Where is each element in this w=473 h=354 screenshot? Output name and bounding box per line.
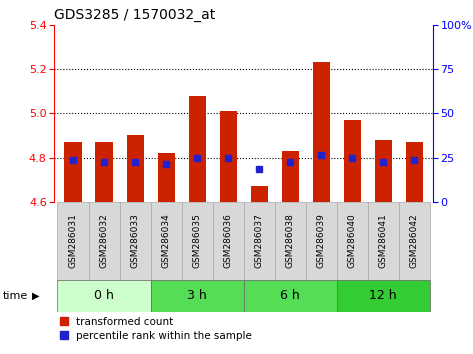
Legend: transformed count, percentile rank within the sample: transformed count, percentile rank withi… <box>60 317 252 341</box>
Text: 0 h: 0 h <box>94 289 114 302</box>
Bar <box>212 202 244 280</box>
Bar <box>275 202 306 280</box>
Text: 12 h: 12 h <box>369 289 397 302</box>
Bar <box>244 202 275 280</box>
Bar <box>88 202 120 280</box>
Text: ▶: ▶ <box>32 291 40 301</box>
Bar <box>120 202 150 280</box>
Bar <box>58 202 88 280</box>
Text: GSM286031: GSM286031 <box>69 213 78 268</box>
Bar <box>58 280 150 312</box>
Text: GSM286042: GSM286042 <box>410 213 419 268</box>
Bar <box>158 153 175 202</box>
Text: GSM286038: GSM286038 <box>286 213 295 268</box>
Bar <box>281 151 298 202</box>
Bar <box>126 135 144 202</box>
Bar <box>337 280 429 312</box>
Bar <box>189 96 206 202</box>
Text: GSM286040: GSM286040 <box>348 213 357 268</box>
Text: GSM286036: GSM286036 <box>224 213 233 268</box>
Bar <box>337 202 368 280</box>
Bar <box>64 142 81 202</box>
Text: GSM286033: GSM286033 <box>131 213 140 268</box>
Text: GSM286037: GSM286037 <box>254 213 263 268</box>
Bar <box>219 111 236 202</box>
Bar <box>368 202 399 280</box>
Bar <box>182 202 212 280</box>
Text: time: time <box>2 291 27 301</box>
Bar <box>375 140 392 202</box>
Text: GSM286032: GSM286032 <box>99 213 108 268</box>
Bar <box>150 202 182 280</box>
Bar <box>244 280 337 312</box>
Text: 3 h: 3 h <box>187 289 207 302</box>
Text: 6 h: 6 h <box>280 289 300 302</box>
Bar <box>150 280 244 312</box>
Bar <box>96 142 113 202</box>
Bar <box>251 186 268 202</box>
Bar <box>306 202 337 280</box>
Bar <box>343 120 361 202</box>
Bar <box>399 202 429 280</box>
Bar <box>406 142 423 202</box>
Bar <box>313 62 330 202</box>
Text: GSM286035: GSM286035 <box>193 213 201 268</box>
Text: GSM286039: GSM286039 <box>316 213 325 268</box>
Text: GDS3285 / 1570032_at: GDS3285 / 1570032_at <box>54 8 216 22</box>
Text: GSM286041: GSM286041 <box>379 213 388 268</box>
Text: GSM286034: GSM286034 <box>162 213 171 268</box>
